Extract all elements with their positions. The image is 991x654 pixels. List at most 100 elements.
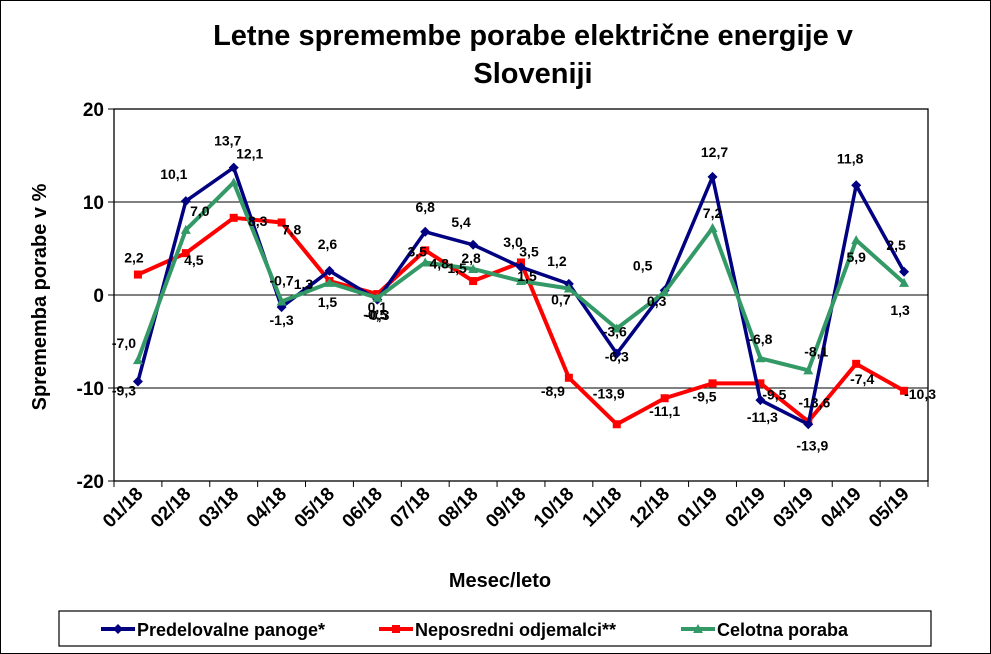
x-tick-label: 01/18 <box>99 484 147 532</box>
y-axis: 20 10 0 -10 -20 <box>77 100 114 493</box>
data-label: 2,2 <box>124 250 144 266</box>
x-tick-label: 07/18 <box>386 484 434 532</box>
data-point <box>900 386 909 395</box>
data-point <box>516 262 526 273</box>
data-label: -6,3 <box>605 349 629 365</box>
x-tick-label: 04/19 <box>817 484 865 532</box>
data-label: 13,7 <box>214 133 241 149</box>
data-label: -1,3 <box>270 312 294 328</box>
data-point <box>516 276 526 286</box>
data-label: 0,5 <box>633 257 653 273</box>
legend-marker <box>113 624 123 634</box>
data-label: -9,5 <box>692 388 716 404</box>
data-labels: -9,3 10,1 13,7 -1,3 2,6 -0,5 6,8 5,4 3,0 1,2 -6,3 0… <box>112 133 936 454</box>
data-label: 1,5 <box>517 268 537 284</box>
data-label: -6,8 <box>748 331 772 347</box>
x-tick-label: 02/19 <box>721 484 769 532</box>
x-tick-label: 08/18 <box>434 484 482 532</box>
x-tick-label: 03/19 <box>769 484 817 532</box>
data-label: 4,5 <box>184 252 204 268</box>
x-tick-label: 11/18 <box>579 484 627 532</box>
data-point <box>133 270 142 279</box>
data-point <box>660 394 669 403</box>
data-point <box>899 266 910 277</box>
data-label: 1,2 <box>547 253 567 269</box>
data-point <box>132 355 143 365</box>
data-point <box>228 177 239 187</box>
y-axis-title: Sprememba porabe v % <box>29 183 51 410</box>
data-point <box>707 171 718 182</box>
series-0 <box>132 162 910 430</box>
data-label: 1,5 <box>447 260 467 276</box>
data-label: -0,7 <box>270 273 294 289</box>
data-label: 3,5 <box>519 243 539 259</box>
data-point <box>420 226 431 237</box>
legend: Predelovalne panoge* Neposredni odjemalci… <box>58 610 932 647</box>
data-label: 0,3 <box>647 293 667 309</box>
data-point <box>803 419 814 430</box>
data-label: 2,5 <box>886 237 906 253</box>
data-point <box>181 249 190 258</box>
data-point <box>372 292 383 302</box>
gridlines <box>114 201 928 389</box>
data-label: -8,9 <box>541 383 565 399</box>
data-point <box>324 277 335 287</box>
y-tick-label: 20 <box>83 100 104 121</box>
x-tick-label: 05/19 <box>865 484 913 532</box>
data-point <box>132 376 143 387</box>
data-label: -0,3 <box>365 307 389 323</box>
data-label: 3,5 <box>408 243 428 259</box>
data-label: -8,1 <box>804 343 828 359</box>
data-label: -9,3 <box>112 382 136 398</box>
data-label: -11,1 <box>649 403 680 419</box>
data-point <box>851 180 862 191</box>
chart-title-line-1: Letne spremembe porabe električne energi… <box>213 20 853 52</box>
data-point <box>180 224 191 234</box>
data-point <box>707 223 718 233</box>
data-label: 1,3 <box>890 302 910 318</box>
data-label: -10,3 <box>904 386 936 402</box>
data-label: 3,0 <box>503 234 523 250</box>
data-label: 2,8 <box>461 250 481 266</box>
series-line <box>136 165 906 427</box>
x-tick-label: 01/19 <box>674 484 722 532</box>
data-label: 7,8 <box>282 221 302 237</box>
data-label: -11,3 <box>747 409 778 425</box>
data-label: -0,5 <box>363 307 387 323</box>
data-label: -3,6 <box>603 323 627 339</box>
data-point <box>899 277 910 287</box>
data-label: 2,6 <box>318 236 338 252</box>
chart-title-line-2: Sloveniji <box>473 58 592 90</box>
data-point <box>324 265 335 276</box>
x-tick-label: 09/18 <box>482 484 530 532</box>
data-label: 12,7 <box>701 144 728 160</box>
data-point <box>229 213 238 222</box>
data-point <box>755 395 766 406</box>
data-point <box>563 283 574 293</box>
data-point <box>564 373 573 382</box>
x-axis-title: Mesec/leto <box>449 570 551 592</box>
data-point <box>851 235 862 245</box>
data-label: 12,1 <box>236 145 263 161</box>
data-label: 8,3 <box>248 213 268 229</box>
x-tick-label: 04/18 <box>243 484 291 532</box>
x-axis: 01/18 02/18 03/18 04/18 05/18 06/18 07/18 08/18… <box>99 481 929 532</box>
legend-box <box>58 610 932 647</box>
data-label: 10,1 <box>160 166 187 182</box>
data-point <box>612 420 621 429</box>
data-point <box>852 359 861 368</box>
legend-entry: Predelovalne panoge* <box>137 620 325 640</box>
data-point <box>659 287 670 297</box>
data-label: -13,9 <box>796 437 828 453</box>
data-point <box>469 277 478 286</box>
y-tick-label: 0 <box>93 286 104 307</box>
data-point <box>420 257 431 267</box>
x-tick-label: 06/18 <box>338 484 386 532</box>
data-point <box>756 379 765 388</box>
series-layer <box>132 162 910 430</box>
x-tick-label: 02/18 <box>147 484 195 532</box>
data-label: 0,1 <box>368 299 388 315</box>
data-label: 7,2 <box>703 205 723 221</box>
data-label: 1,3 <box>294 276 314 292</box>
data-label: -13,9 <box>593 385 625 401</box>
